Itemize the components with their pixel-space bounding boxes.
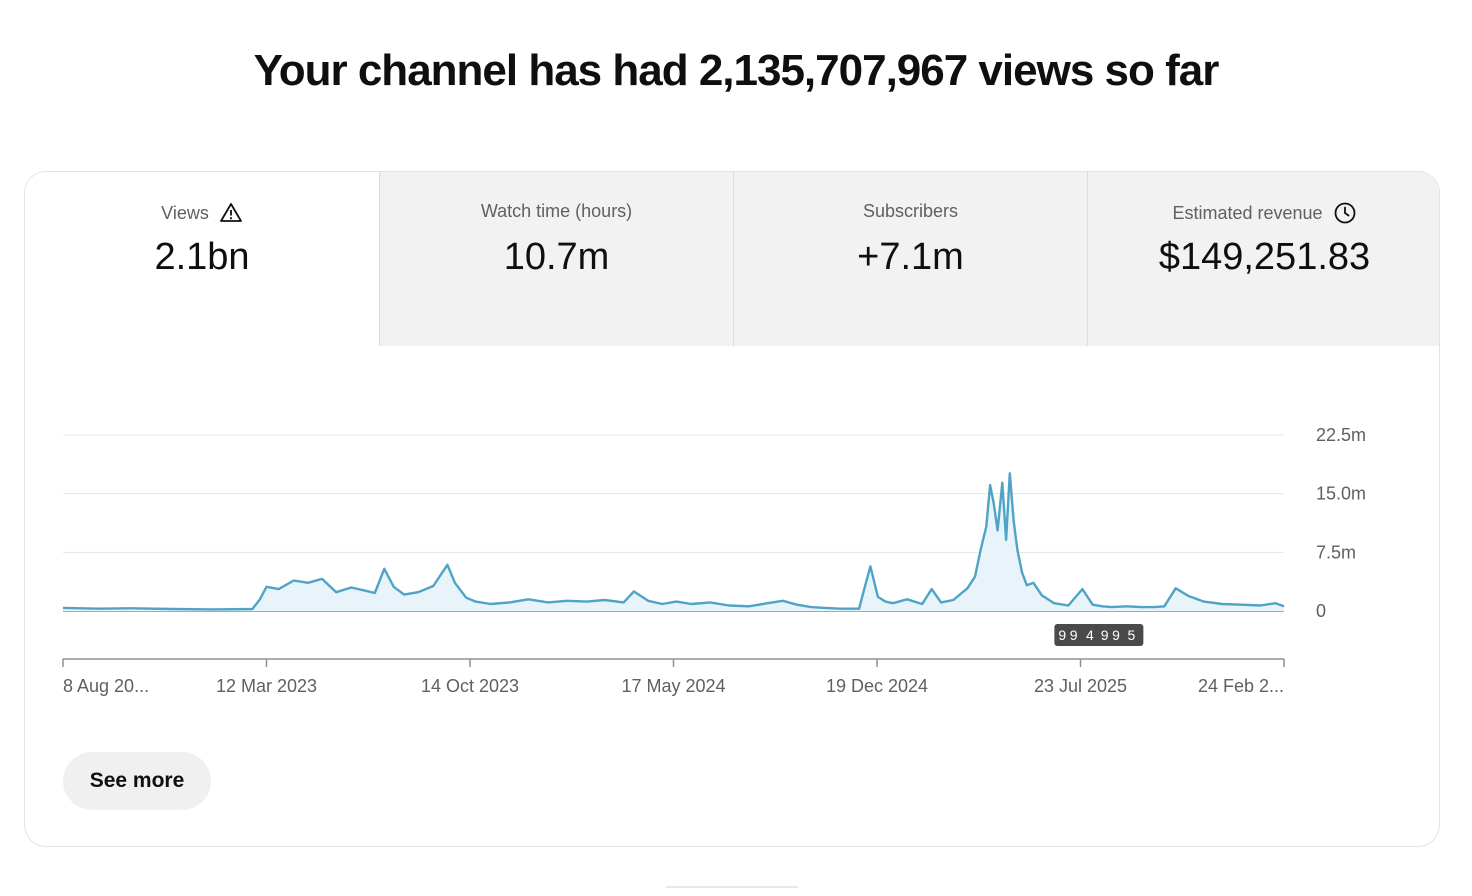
x-tick-label: 17 May 2024 <box>621 676 725 696</box>
x-tick-label: 19 Dec 2024 <box>826 676 928 696</box>
series-line <box>62 472 1285 611</box>
x-tick-label: 24 Feb 2... <box>1198 676 1284 696</box>
tab-subscribers-label: Subscribers <box>862 201 959 221</box>
y-tick-label: 22.5m <box>1316 425 1366 445</box>
y-tick-label: 15.0m <box>1316 484 1366 504</box>
x-tick-label: 12 Mar 2023 <box>216 676 317 696</box>
y-tick-label: 0 <box>1316 601 1326 621</box>
tab-estimated-revenue[interactable]: Estimated revenue $149,251.83 <box>1087 172 1439 346</box>
analytics-card: Views 2.1bn Watch time (hours) 10.7m Sub… <box>24 171 1440 847</box>
svg-text:4: 4 <box>1086 627 1094 643</box>
tab-watch-time-label: Watch time (hours) <box>480 201 633 221</box>
tab-views-label: Views <box>161 202 209 223</box>
tab-watch-time[interactable]: Watch time (hours) 10.7m <box>379 172 733 346</box>
clock-icon[interactable] <box>1333 201 1357 225</box>
tab-revenue-value: $149,251.83 <box>1158 236 1371 278</box>
tab-views[interactable]: Views 2.1bn <box>25 172 379 346</box>
metric-tabs: Views 2.1bn Watch time (hours) 10.7m Sub… <box>25 172 1439 346</box>
y-tick-label: 7.5m <box>1316 542 1356 562</box>
svg-text:5: 5 <box>1127 627 1135 643</box>
bottom-scroll-indicator <box>666 886 798 888</box>
page-title: Your channel has had 2,135,707,967 views… <box>253 46 1220 95</box>
tab-subscribers[interactable]: Subscribers +7.1m <box>733 172 1087 346</box>
x-tick-label: 23 Jul 2025 <box>1034 676 1127 696</box>
tab-watch-time-value: 10.7m <box>503 236 610 278</box>
tab-revenue-label: Estimated revenue <box>1172 202 1323 223</box>
series-area <box>63 473 1284 611</box>
tab-subscribers-value: +7.1m <box>857 236 964 278</box>
annotation-badge[interactable]: 5 <box>1119 624 1144 646</box>
tab-views-value: 2.1bn <box>154 236 250 278</box>
x-tick-label: 14 Oct 2023 <box>421 676 519 696</box>
x-tick-label: 8 Aug 20... <box>63 676 149 696</box>
warning-icon[interactable] <box>219 201 243 225</box>
see-more-button[interactable]: See more <box>63 752 211 810</box>
annotation-badge[interactable]: 4 <box>1077 624 1102 646</box>
